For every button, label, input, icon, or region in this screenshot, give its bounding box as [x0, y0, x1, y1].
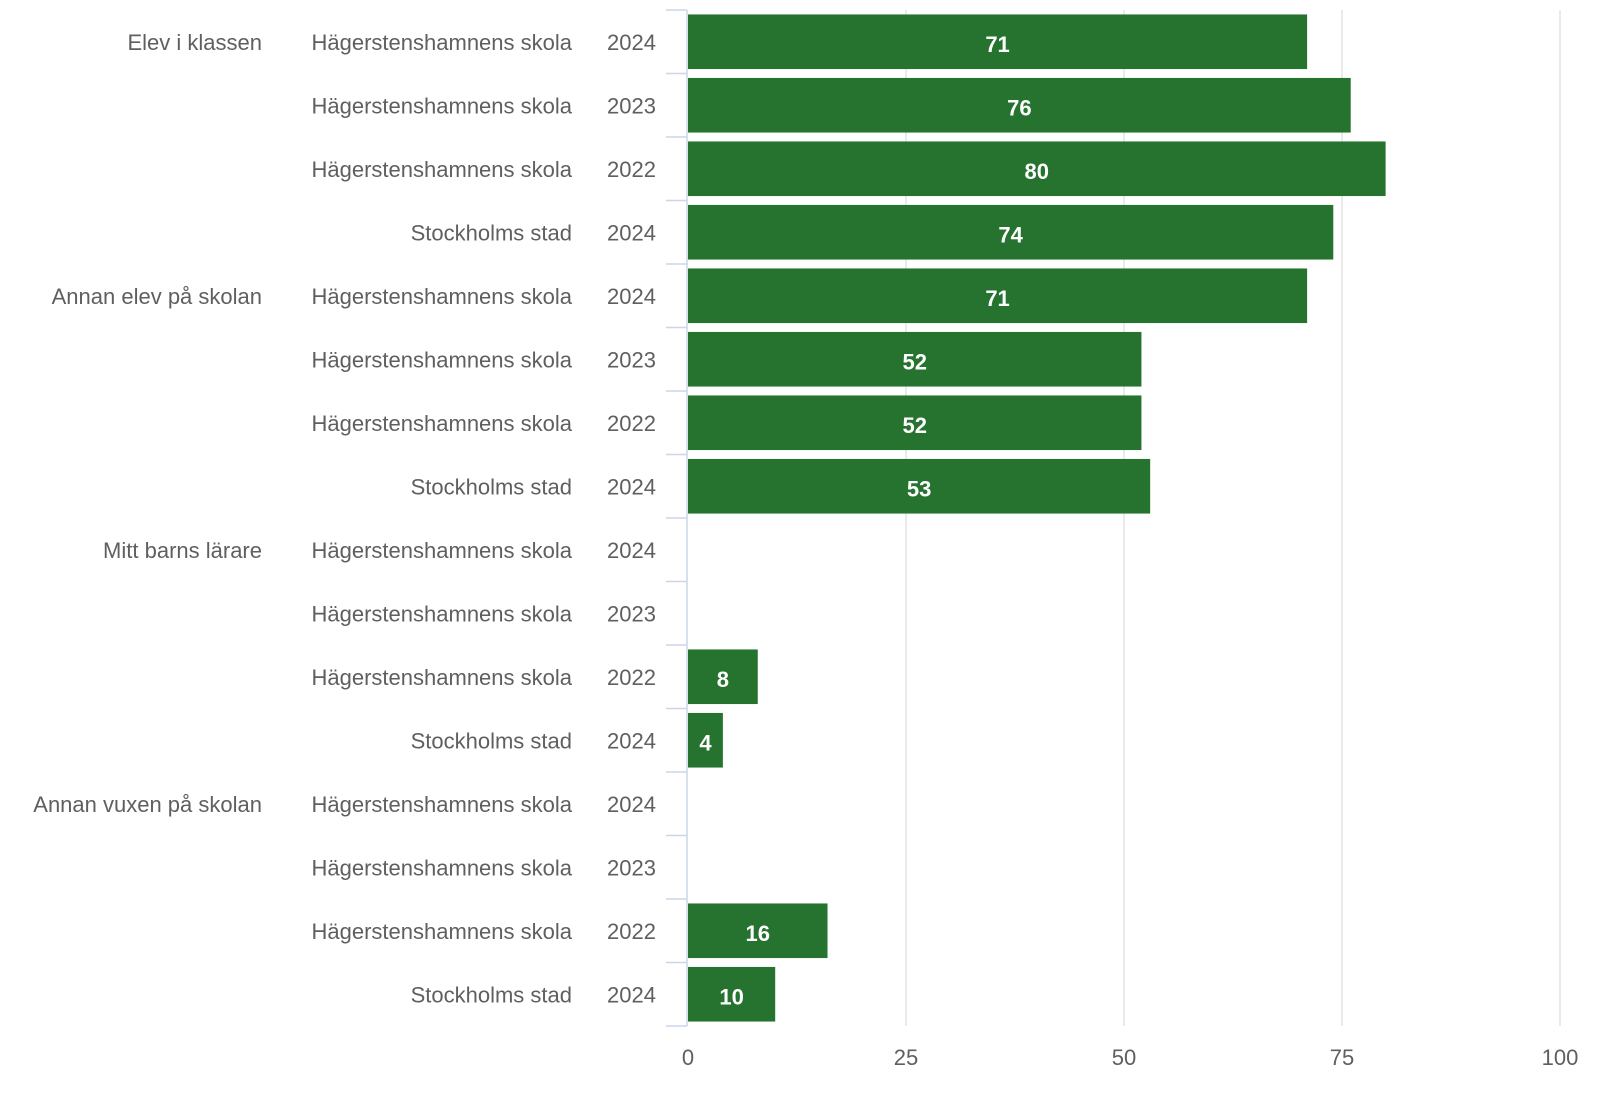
- year-label: 2024: [607, 792, 656, 817]
- bar: [688, 331, 1142, 387]
- bar-value-label: 8: [717, 667, 729, 692]
- bar: [688, 458, 1151, 514]
- year-label: 2024: [607, 30, 656, 55]
- year-label: 2022: [607, 411, 656, 436]
- year-label: 2024: [607, 220, 656, 245]
- x-tick-label: 0: [682, 1045, 694, 1070]
- unit-label: Hägerstenshamnens skola: [312, 538, 573, 563]
- group-label: Annan vuxen på skolan: [33, 792, 262, 817]
- bar: [688, 712, 723, 768]
- bar: [688, 903, 828, 959]
- unit-label: Hägerstenshamnens skola: [312, 665, 573, 690]
- unit-label: Stockholms stad: [411, 728, 572, 753]
- unit-label: Hägerstenshamnens skola: [312, 30, 573, 55]
- year-label: 2023: [607, 855, 656, 880]
- bar-value-label: 10: [719, 984, 743, 1009]
- x-tick-label: 75: [1330, 1045, 1354, 1070]
- bar-value-label: 71: [985, 32, 1009, 57]
- year-label: 2022: [607, 919, 656, 944]
- unit-label: Hägerstenshamnens skola: [312, 411, 573, 436]
- year-label: 2023: [607, 601, 656, 626]
- bar-value-label: 53: [907, 476, 931, 501]
- year-label: 2022: [607, 665, 656, 690]
- year-label: 2024: [607, 284, 656, 309]
- unit-label: Hägerstenshamnens skola: [312, 601, 573, 626]
- year-label: 2024: [607, 982, 656, 1007]
- bar-value-label: 80: [1025, 159, 1049, 184]
- bar: [688, 966, 776, 1022]
- bar: [688, 141, 1386, 197]
- bar-value-label: 52: [902, 413, 926, 438]
- group-label: Mitt barns lärare: [103, 538, 262, 563]
- year-label: 2022: [607, 157, 656, 182]
- group-label: Annan elev på skolan: [52, 284, 262, 309]
- bar-value-label: 4: [699, 730, 712, 755]
- bar: [688, 268, 1308, 324]
- bar-value-label: 76: [1007, 95, 1031, 120]
- x-tick-label: 100: [1542, 1045, 1579, 1070]
- bar-value-label: 74: [998, 222, 1023, 247]
- unit-label: Hägerstenshamnens skola: [312, 792, 573, 817]
- axis-layer: [666, 9, 688, 1027]
- year-label: 2023: [607, 93, 656, 118]
- x-tick-label: 25: [894, 1045, 918, 1070]
- bar-value-label: 16: [746, 921, 770, 946]
- bar-value-label: 52: [902, 349, 926, 374]
- bar-value-label: 71: [985, 286, 1009, 311]
- unit-label: Stockholms stad: [411, 220, 572, 245]
- unit-label: Stockholms stad: [411, 982, 572, 1007]
- unit-label: Hägerstenshamnens skola: [312, 347, 573, 372]
- unit-label: Hägerstenshamnens skola: [312, 93, 573, 118]
- unit-label: Hägerstenshamnens skola: [312, 855, 573, 880]
- year-label: 2023: [607, 347, 656, 372]
- bar: [688, 204, 1334, 260]
- year-label: 2024: [607, 728, 656, 753]
- unit-label: Stockholms stad: [411, 474, 572, 499]
- x-tick-label: 50: [1112, 1045, 1136, 1070]
- unit-label: Hägerstenshamnens skola: [312, 157, 573, 182]
- unit-label: Hägerstenshamnens skola: [312, 284, 573, 309]
- bar: [688, 395, 1142, 451]
- unit-label: Hägerstenshamnens skola: [312, 919, 573, 944]
- year-label: 2024: [607, 474, 656, 499]
- bar: [688, 77, 1351, 133]
- bar-layer: [688, 14, 1386, 1022]
- year-label: 2024: [607, 538, 656, 563]
- group-label: Elev i klassen: [127, 30, 262, 55]
- bar: [688, 14, 1308, 70]
- bar: [688, 649, 758, 705]
- label-layer: 0 25 50 75 100 Elev i klassen Hägerstenshamnen…: [33, 30, 1578, 1070]
